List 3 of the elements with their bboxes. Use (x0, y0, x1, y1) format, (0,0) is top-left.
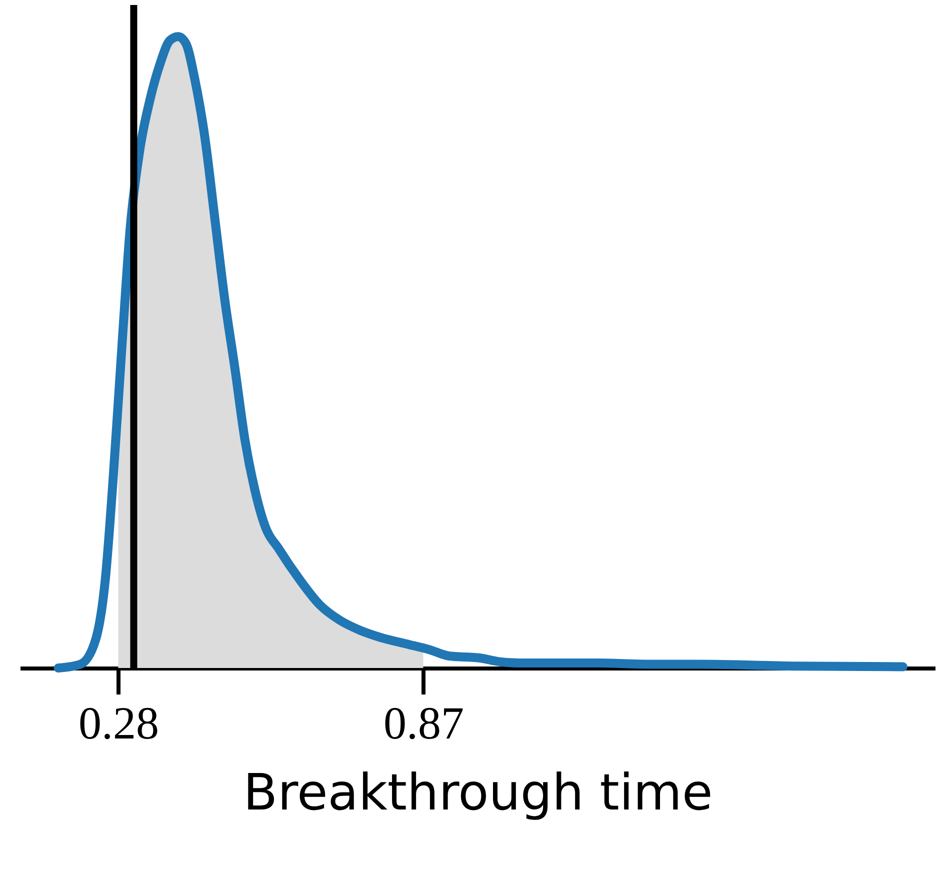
x-tick-label: 0.28 (78, 698, 159, 748)
x-tick-label: 0.87 (383, 698, 464, 748)
x-axis-title: Breakthrough time (243, 764, 713, 822)
